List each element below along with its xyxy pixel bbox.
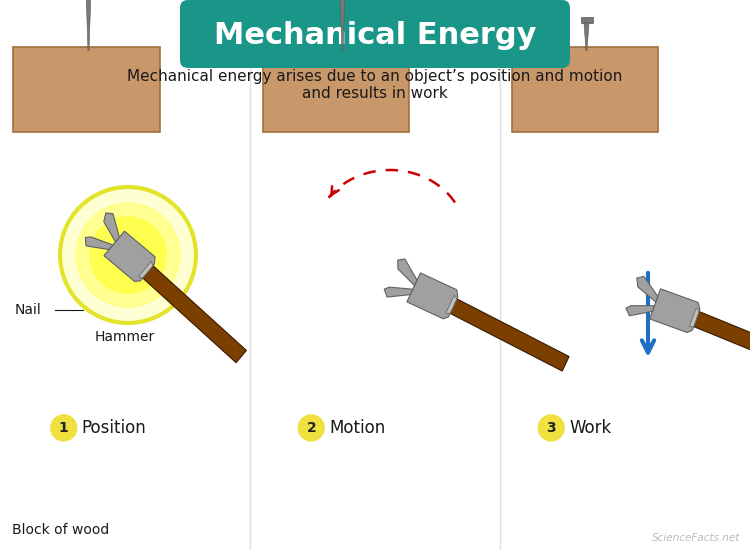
Polygon shape	[650, 289, 700, 333]
Circle shape	[298, 415, 324, 441]
Polygon shape	[140, 263, 246, 362]
Text: 3: 3	[547, 421, 556, 435]
Polygon shape	[86, 0, 91, 51]
Text: Motion: Motion	[329, 419, 386, 437]
Polygon shape	[626, 306, 655, 316]
Text: Mechanical Energy: Mechanical Energy	[214, 21, 536, 51]
Text: Work: Work	[569, 419, 611, 437]
Polygon shape	[407, 273, 458, 319]
Polygon shape	[104, 213, 119, 242]
Text: Block of wood: Block of wood	[12, 523, 110, 537]
Polygon shape	[384, 287, 412, 297]
Polygon shape	[637, 276, 658, 302]
Circle shape	[538, 415, 564, 441]
Polygon shape	[580, 16, 592, 23]
Text: Position: Position	[82, 419, 146, 437]
Polygon shape	[104, 231, 155, 282]
Text: ScienceFacts.net: ScienceFacts.net	[652, 533, 740, 543]
FancyBboxPatch shape	[13, 47, 160, 132]
Circle shape	[60, 187, 196, 323]
FancyBboxPatch shape	[512, 47, 658, 132]
Text: 1: 1	[58, 421, 69, 435]
Polygon shape	[139, 261, 153, 278]
Polygon shape	[584, 23, 589, 51]
Polygon shape	[446, 297, 569, 371]
Circle shape	[90, 217, 166, 293]
Text: Nail: Nail	[15, 303, 42, 317]
Polygon shape	[398, 259, 417, 285]
Circle shape	[76, 203, 180, 307]
Text: 2: 2	[306, 421, 316, 435]
Polygon shape	[690, 310, 750, 374]
Text: and results in work: and results in work	[302, 85, 448, 101]
FancyBboxPatch shape	[180, 0, 570, 68]
Polygon shape	[86, 237, 113, 250]
Polygon shape	[689, 308, 699, 327]
FancyBboxPatch shape	[262, 47, 409, 132]
Polygon shape	[340, 0, 345, 51]
Text: Mechanical energy arises due to an object’s position and motion: Mechanical energy arises due to an objec…	[128, 69, 622, 84]
Circle shape	[51, 415, 76, 441]
Text: Hammer: Hammer	[94, 330, 155, 344]
Polygon shape	[446, 295, 457, 314]
